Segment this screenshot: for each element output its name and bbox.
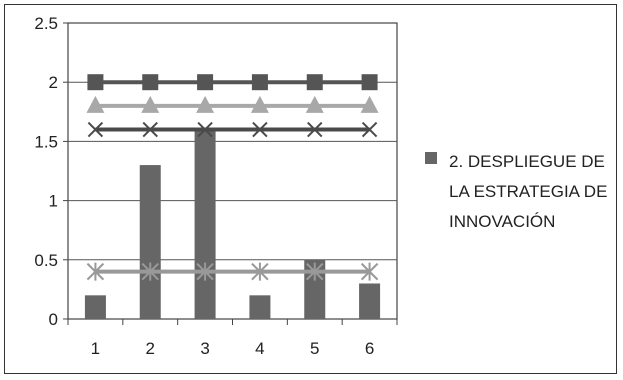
line-layer <box>86 74 379 281</box>
legend: 2. DESPLIEGUE DE LA ESTRATEGIA DE INNOVA… <box>425 152 607 231</box>
bar-layer <box>84 129 381 319</box>
triangle-marker <box>360 95 379 113</box>
x-marker <box>252 121 268 138</box>
x-marker <box>197 121 213 138</box>
bar <box>84 295 106 319</box>
square-marker <box>361 74 378 91</box>
x-marker <box>307 121 323 138</box>
asterisk-marker <box>196 262 214 281</box>
bar <box>304 259 326 319</box>
triangle-marker <box>305 95 324 113</box>
plot-area-border <box>67 22 398 320</box>
y-tick-label: 2 <box>49 73 58 92</box>
axis-layer: 0 0.5 1 1.5 2 2.5 1 2 3 4 5 6 <box>34 14 398 358</box>
bar <box>249 295 271 319</box>
x-tick-label: 4 <box>255 339 264 358</box>
x-tick-label: 2 <box>146 339 155 358</box>
bar <box>359 283 381 319</box>
triangle-marker <box>86 95 105 113</box>
y-tick-label: 0.5 <box>34 251 58 270</box>
x-marker <box>142 121 158 138</box>
asterisk-marker <box>86 262 105 281</box>
x-tick-label: 3 <box>200 339 209 358</box>
asterisk-marker <box>306 262 324 281</box>
bar <box>194 129 216 319</box>
square-marker <box>142 74 159 91</box>
triangle-marker <box>250 95 269 113</box>
x-tick-label: 5 <box>310 339 319 358</box>
asterisk-marker <box>360 262 379 281</box>
x-tick-label: 1 <box>91 339 100 358</box>
square-marker <box>87 74 104 91</box>
asterisk-marker <box>141 262 159 281</box>
legend-label-line-1: 2. DESPLIEGUE DE <box>449 152 605 171</box>
legend-label-line-3: INNOVACIÓN <box>449 212 555 231</box>
triangle-marker <box>196 95 215 113</box>
legend-label-line-2: LA ESTRATEGIA DE <box>449 182 607 201</box>
square-marker <box>197 74 214 91</box>
triangle-marker <box>141 95 160 113</box>
x-tick-label: 6 <box>365 339 374 358</box>
y-tick-label: 1 <box>49 192 58 211</box>
grid-layer <box>67 22 398 320</box>
square-marker <box>306 74 323 91</box>
bar <box>139 165 161 319</box>
y-tick-label: 0 <box>49 310 58 329</box>
square-marker <box>251 74 268 91</box>
x-marker <box>361 121 378 138</box>
legend-swatch <box>425 152 437 164</box>
y-tick-label: 2.5 <box>34 14 58 33</box>
x-marker <box>87 121 104 138</box>
asterisk-marker <box>251 262 269 281</box>
y-tick-label: 1.5 <box>34 132 58 151</box>
